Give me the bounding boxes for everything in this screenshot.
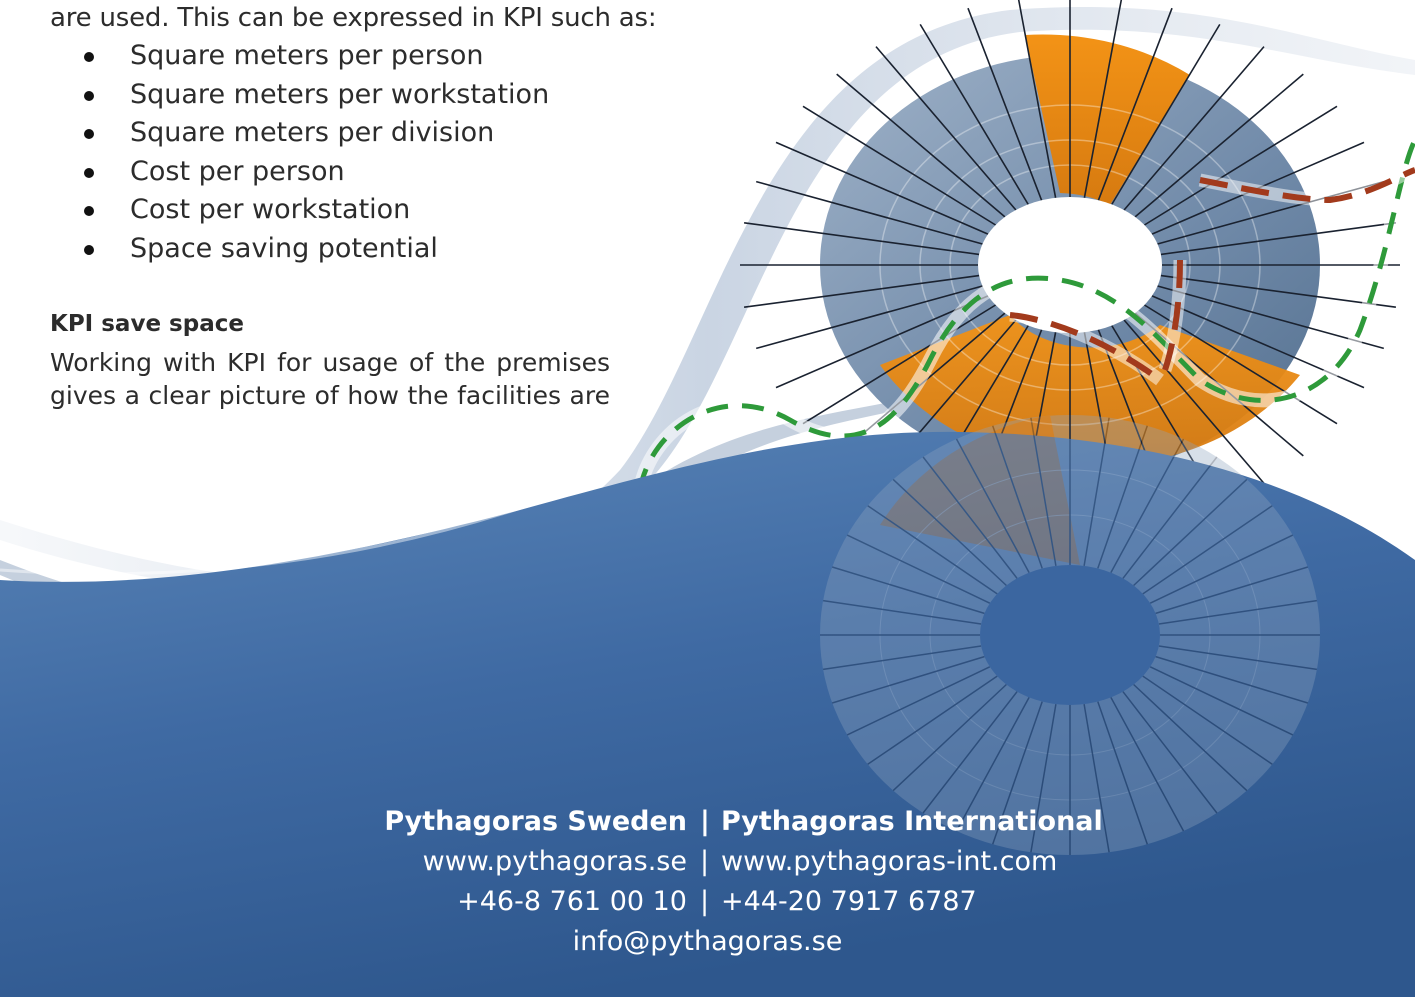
list-item: Square meters per person [80, 37, 549, 76]
bullet-icon [84, 129, 94, 140]
spoke-line [1123, 319, 1265, 484]
spoke-line [991, 701, 1043, 845]
company-name-international: Pythagoras International [721, 806, 1103, 837]
list-item: Square meters per workstation [80, 76, 549, 115]
spoke-line [836, 73, 1006, 218]
spoke-line [1149, 666, 1294, 736]
list-item-text: Space saving potential [130, 232, 438, 264]
spoke-line [1030, 417, 1057, 567]
bullet-icon [84, 206, 94, 217]
spoke-line [743, 222, 980, 256]
bullet-icon [84, 90, 94, 101]
spoke-line [1158, 599, 1318, 625]
spoke-line [743, 274, 980, 308]
spoke-line [1097, 7, 1173, 201]
company-names-row: Pythagoras Sweden | Pythagoras Internati… [0, 803, 1415, 840]
separator: | [700, 846, 710, 877]
website-link-international[interactable]: www.pythagoras-int.com [721, 846, 1058, 877]
list-item: Cost per person [80, 153, 549, 192]
spoke-line [892, 683, 1007, 792]
spoke-line [822, 645, 982, 671]
list-item: Cost per workstation [80, 191, 549, 230]
spoke-line [875, 46, 1017, 211]
list-item-text: Square meters per workstation [130, 78, 550, 110]
spoke-line [1097, 701, 1149, 845]
spoke-line [846, 666, 991, 736]
spoke-line [802, 304, 997, 425]
spoke-line [755, 285, 983, 350]
spoke-line [1134, 73, 1304, 218]
spoke-line [775, 141, 989, 235]
phone-international: +44-20 7917 6787 [721, 886, 977, 917]
spoke-line [831, 655, 985, 704]
spoke-line [867, 675, 998, 765]
bullet-icon [84, 52, 94, 62]
spoke-line [991, 425, 1043, 569]
spoke-line [1097, 425, 1149, 569]
company-name-sweden: Pythagoras Sweden [384, 806, 687, 837]
spoke-line [1155, 566, 1309, 615]
section-heading: KPI save space [50, 311, 244, 337]
spoke-line [1122, 456, 1218, 579]
spoke-line [1160, 222, 1397, 256]
spoke-line [1111, 23, 1221, 205]
spoke-line [1110, 438, 1185, 573]
spoke-line [755, 180, 983, 245]
paragraph-line: gives a clear picture of how the facilit… [50, 381, 610, 410]
spoke-line [775, 295, 989, 389]
spoke-line [1083, 703, 1110, 853]
spoke-line [1155, 655, 1309, 704]
paragraph-line: Working with KPI for usage of the premis… [50, 348, 610, 377]
spoke-line [802, 105, 997, 226]
spoke-line [1123, 46, 1265, 211]
email-link[interactable]: info@pythagoras.se [572, 926, 843, 957]
kpi-list: Square meters per person Square meters p… [80, 37, 549, 269]
spoke-line [1157, 285, 1385, 350]
spoke-line [922, 691, 1018, 814]
list-item-text: Cost per workstation [130, 194, 411, 226]
list-item: Space saving potential [80, 230, 549, 269]
websites-row: www.pythagoras.se | www.pythagoras-int.c… [0, 843, 1415, 880]
spoke-line [1030, 703, 1057, 853]
bullet-icon [84, 244, 94, 255]
list-item: Square meters per division [80, 114, 549, 153]
bullet-icon [84, 167, 94, 178]
spoke-line [1083, 417, 1110, 567]
section-paragraph: Working with KPI for usage of the premis… [50, 346, 610, 412]
spoke-line [822, 599, 982, 625]
spoke-line [1110, 697, 1185, 832]
list-item-text: Cost per person [130, 155, 345, 187]
spoke-line [831, 566, 985, 615]
spoke-line [867, 505, 998, 595]
intro-text: are used. This can be expressed in KPI s… [50, 3, 657, 33]
list-item-text: Square meters per person [130, 40, 484, 71]
spoke-line [922, 456, 1018, 579]
spoke-line [1133, 683, 1248, 792]
spoke-line [1149, 534, 1294, 604]
spoke-line [967, 7, 1043, 201]
phone-sweden: +46-8 761 00 10 [457, 886, 687, 917]
spoke-line [1142, 505, 1273, 595]
spoke-line [955, 697, 1030, 832]
spoke-line [1143, 105, 1338, 226]
spoke-line [1133, 478, 1248, 587]
phones-row: +46-8 761 00 10 | +44-20 7917 6787 [0, 883, 1415, 920]
separator: | [700, 886, 710, 917]
spoke-line [1158, 645, 1318, 671]
separator: | [700, 806, 710, 837]
website-link-sweden[interactable]: www.pythagoras.se [422, 846, 687, 877]
spoke-line [892, 478, 1007, 587]
spoke-line [1083, 0, 1123, 198]
spoke-line [1122, 691, 1218, 814]
spoke-line [919, 23, 1029, 205]
spoke-line [1017, 0, 1057, 198]
spoke-line [1160, 274, 1397, 308]
email-row: info@pythagoras.se [0, 923, 1415, 960]
spoke-line [846, 534, 991, 604]
spoke-line [1142, 675, 1273, 765]
spoke-line [955, 438, 1030, 573]
list-item-text: Square meters per division [130, 117, 495, 149]
